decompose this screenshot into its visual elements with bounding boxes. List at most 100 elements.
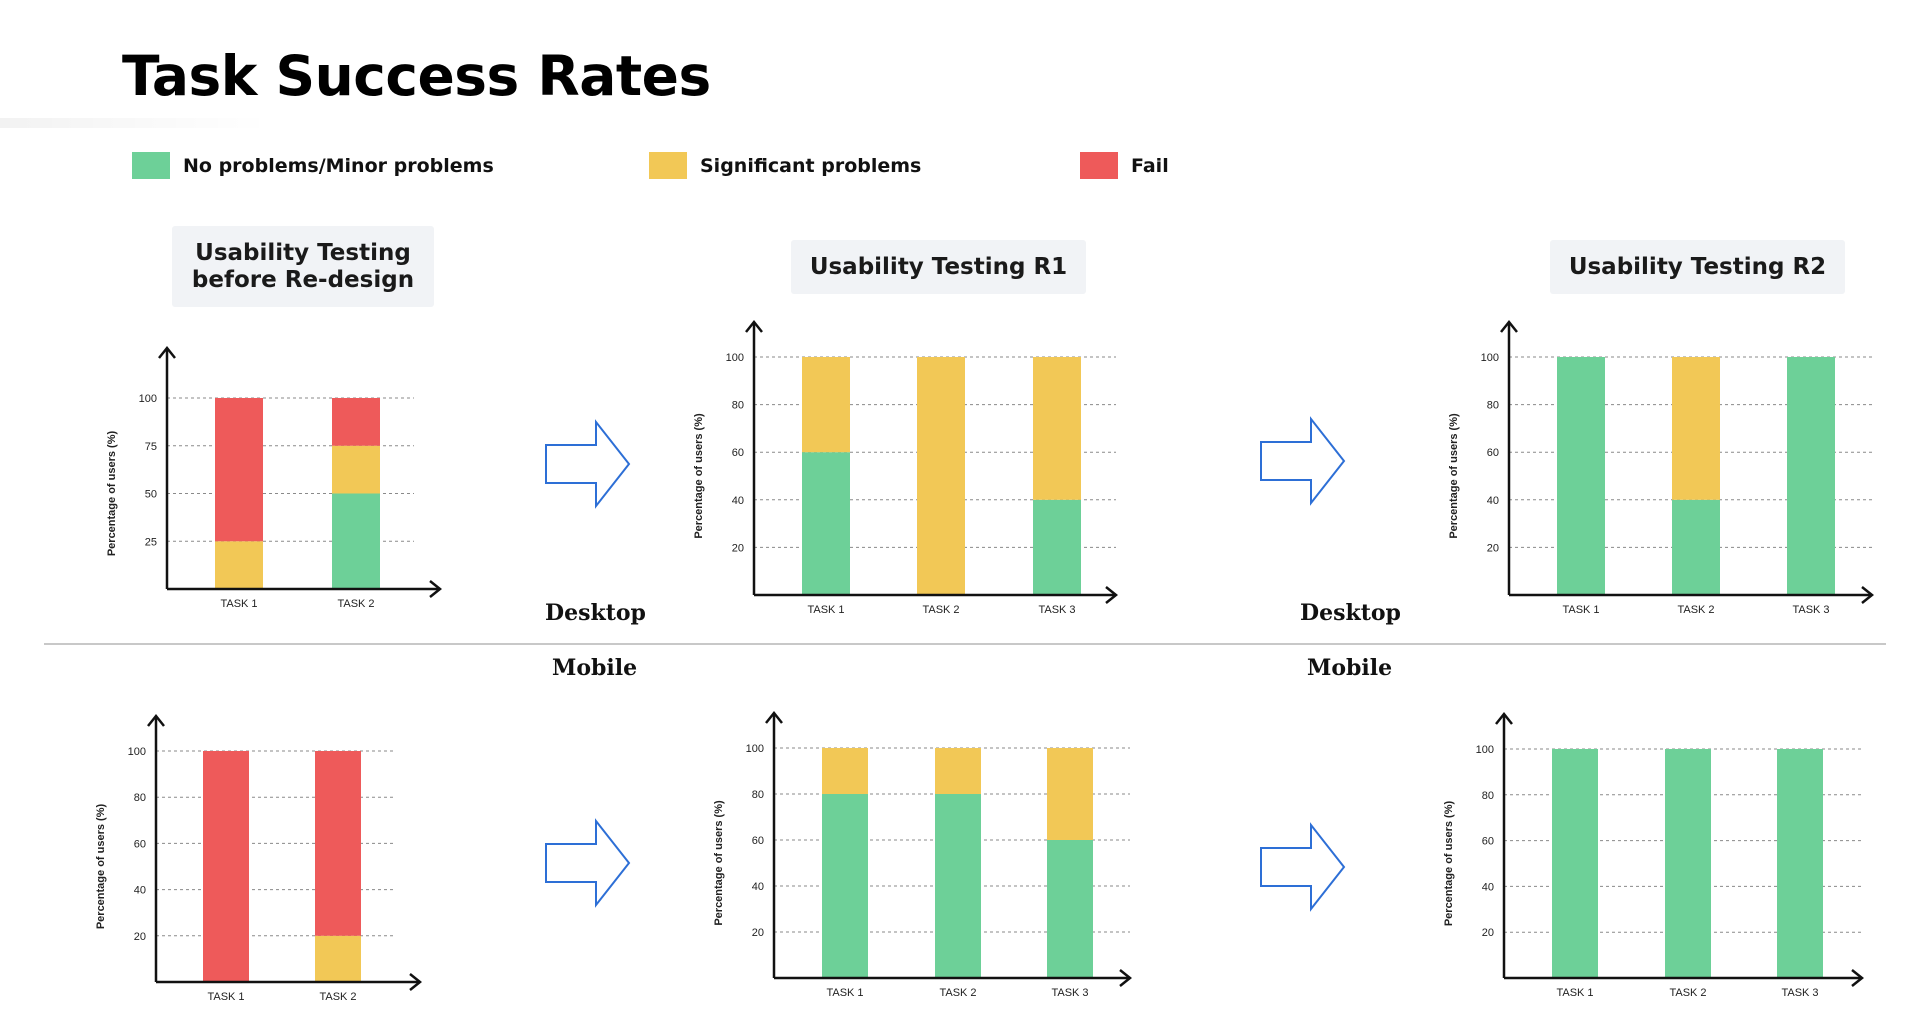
y-tick-label: 100 — [128, 746, 146, 758]
section-title-r2: Usability Testing R2 — [1550, 240, 1845, 294]
y-tick-label: 75 — [145, 441, 157, 453]
x-tick-label: TASK 2 — [337, 598, 374, 610]
bar-segment — [822, 794, 868, 978]
y-tick-label: 20 — [752, 927, 764, 939]
y-tick-label: 40 — [1487, 495, 1499, 507]
y-tick-label: 60 — [732, 447, 744, 459]
platform-label-mobile: Mobile — [1307, 655, 1393, 681]
bar-segment — [215, 398, 263, 542]
bar-segment — [802, 452, 850, 595]
y-tick-label: 40 — [752, 881, 764, 893]
bar-segment — [822, 748, 868, 794]
platform-label-desktop: Desktop — [1300, 600, 1401, 626]
y-tick-label: 20 — [1487, 542, 1499, 554]
y-axis-arrowhead — [147, 713, 165, 727]
x-tick-label: TASK 1 — [1556, 987, 1593, 999]
bar-segment — [1777, 749, 1823, 978]
bar-segment — [332, 445, 380, 494]
bar-segment — [1665, 749, 1711, 978]
arrow-right-icon — [1260, 822, 1346, 912]
y-axis-label: Percentage of users (%) — [713, 800, 725, 926]
legend-label-no-problems: No problems/Minor problems — [183, 154, 494, 177]
y-tick-label: 80 — [1482, 790, 1494, 802]
x-tick-label: TASK 3 — [1781, 987, 1818, 999]
y-tick-label: 100 — [1481, 352, 1499, 364]
y-tick-label: 20 — [134, 931, 146, 943]
y-tick-label: 50 — [145, 489, 157, 501]
y-tick-label: 40 — [1482, 881, 1494, 893]
section-title-before-line1: Usability Testing — [195, 239, 411, 266]
bar-segment — [1557, 357, 1605, 595]
y-tick-label: 100 — [746, 743, 764, 755]
x-axis-arrowhead — [1105, 586, 1119, 604]
bar-segment — [1033, 357, 1081, 500]
x-tick-label: TASK 3 — [1792, 604, 1829, 616]
section-title-before: Usability Testing before Re-design — [172, 226, 434, 307]
bar-segment — [332, 493, 380, 589]
x-tick-label: TASK 2 — [1669, 987, 1706, 999]
bar-segment — [332, 398, 380, 446]
x-axis-arrowhead — [409, 973, 423, 991]
legend-item-fail: Fail — [1080, 152, 1169, 179]
platform-label-mobile: Mobile — [552, 655, 638, 681]
x-axis-arrowhead — [1119, 969, 1133, 987]
y-tick-label: 20 — [732, 542, 744, 554]
bar-segment — [1047, 840, 1093, 978]
x-axis-arrowhead — [1851, 969, 1865, 987]
bar-segment — [935, 748, 981, 794]
y-tick-label: 80 — [752, 789, 764, 801]
y-tick-label: 100 — [139, 393, 157, 405]
bar-segment — [1552, 749, 1598, 978]
x-tick-label: TASK 2 — [939, 987, 976, 999]
bar-segment — [1672, 499, 1720, 595]
bar-segment — [1047, 748, 1093, 840]
legend-item-significant: Significant problems — [649, 152, 921, 179]
arrow-right-icon — [545, 419, 631, 509]
arrow-right-icon — [1260, 416, 1346, 506]
bar-segment — [917, 357, 965, 595]
arrow-right-icon — [545, 818, 631, 908]
y-axis-label: Percentage of users (%) — [106, 431, 118, 557]
legend-swatch-red — [1080, 152, 1118, 179]
section-divider — [44, 643, 1886, 645]
page-title: Task Success Rates — [122, 44, 711, 108]
legend-label-fail: Fail — [1131, 154, 1169, 177]
x-tick-label: TASK 1 — [1562, 604, 1599, 616]
y-axis-arrowhead — [1495, 711, 1513, 725]
x-tick-label: TASK 2 — [1677, 604, 1714, 616]
y-axis-label: Percentage of users (%) — [1448, 413, 1460, 539]
bar-segment — [935, 794, 981, 978]
y-tick-label: 60 — [1482, 836, 1494, 848]
y-tick-label: 60 — [752, 835, 764, 847]
platform-label-desktop: Desktop — [545, 600, 646, 626]
section-title-before-line2: before Re-design — [191, 266, 415, 293]
y-tick-label: 80 — [732, 400, 744, 412]
y-axis-arrowhead — [745, 319, 763, 333]
x-tick-label: TASK 1 — [207, 991, 244, 1003]
y-tick-label: 80 — [1487, 400, 1499, 412]
x-axis-arrowhead — [429, 580, 443, 598]
section-title-r1: Usability Testing R1 — [791, 240, 1086, 294]
x-tick-label: TASK 1 — [826, 987, 863, 999]
y-tick-label: 100 — [726, 352, 744, 364]
x-tick-label: TASK 1 — [220, 598, 257, 610]
y-axis-arrowhead — [1500, 319, 1518, 333]
x-tick-label: TASK 3 — [1038, 604, 1075, 616]
y-axis-label: Percentage of users (%) — [1443, 801, 1455, 927]
bar-segment — [215, 541, 263, 589]
bar-segment — [1672, 357, 1720, 500]
x-axis-arrowhead — [1861, 586, 1875, 604]
legend-label-significant: Significant problems — [700, 154, 922, 177]
bar-segment — [315, 935, 361, 982]
bar-segment — [1033, 499, 1081, 595]
legend-item-no-problems: No problems/Minor problems — [132, 152, 494, 179]
bar-segment — [802, 357, 850, 453]
title-shadow — [0, 118, 270, 128]
y-axis-arrowhead — [158, 345, 176, 359]
legend-swatch-green — [132, 152, 170, 179]
